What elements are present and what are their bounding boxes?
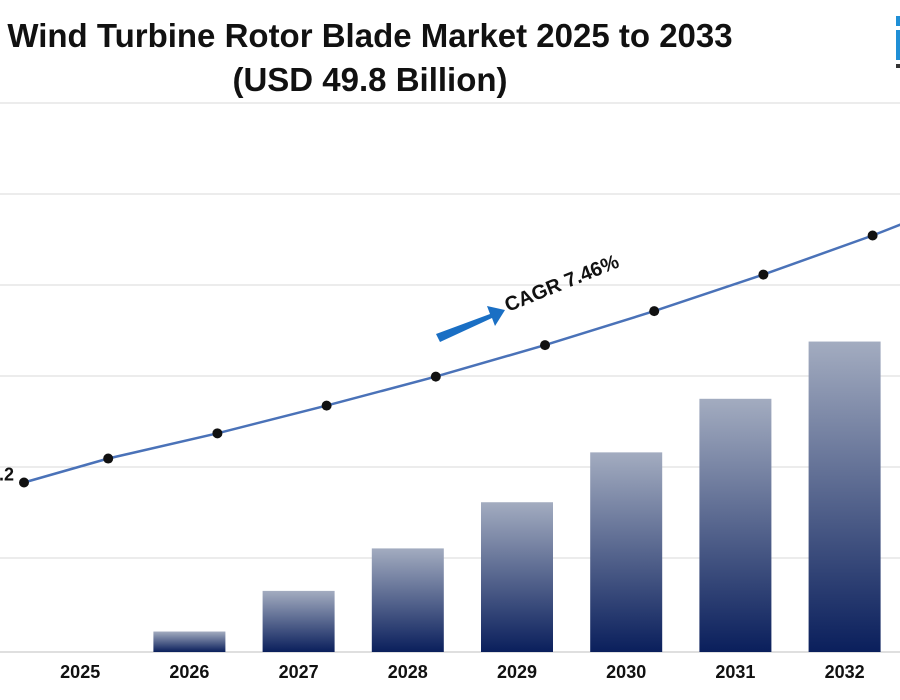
chart-subtitle: (USD 49.8 Billion) <box>232 61 508 98</box>
bar-2028 <box>371 548 444 652</box>
bar-2029 <box>481 502 553 652</box>
chart-title: Wind Turbine Rotor Blade Market 2025 to … <box>7 17 733 54</box>
line-point-2027 <box>321 400 332 411</box>
trend-line <box>23 223 900 484</box>
x-tick-2028: 2028 <box>388 662 428 682</box>
line-point-2030 <box>649 306 660 317</box>
line-point-2029 <box>540 340 550 351</box>
brand-logo <box>894 16 900 76</box>
x-tick-2030: 2030 <box>606 662 646 682</box>
line-point-2031 <box>758 269 769 280</box>
x-tick-2031: 2031 <box>715 662 755 682</box>
line-point-2028 <box>430 371 441 382</box>
x-tick-2029: 2029 <box>497 662 537 682</box>
x-tick-2027: 2027 <box>279 662 319 682</box>
line-point-2032 <box>867 230 878 241</box>
line-point-2025 <box>103 453 114 464</box>
cagr-arrow <box>436 306 505 342</box>
bar-2027 <box>262 590 335 652</box>
bar-2026 <box>153 631 226 652</box>
bar-2032 <box>808 341 881 652</box>
cagr-label: CAGR 7.46% <box>502 251 623 317</box>
bar-2031 <box>699 398 772 652</box>
bar-2030 <box>590 452 663 652</box>
line-point-2024 <box>19 477 29 488</box>
x-tick-2026: 2026 <box>169 662 209 682</box>
data-label-first: 25.2 <box>0 464 14 484</box>
x-tick-2032: 2032 <box>825 662 865 682</box>
line-point-2026 <box>212 428 223 439</box>
x-tick-2025: 2025 <box>60 662 100 682</box>
